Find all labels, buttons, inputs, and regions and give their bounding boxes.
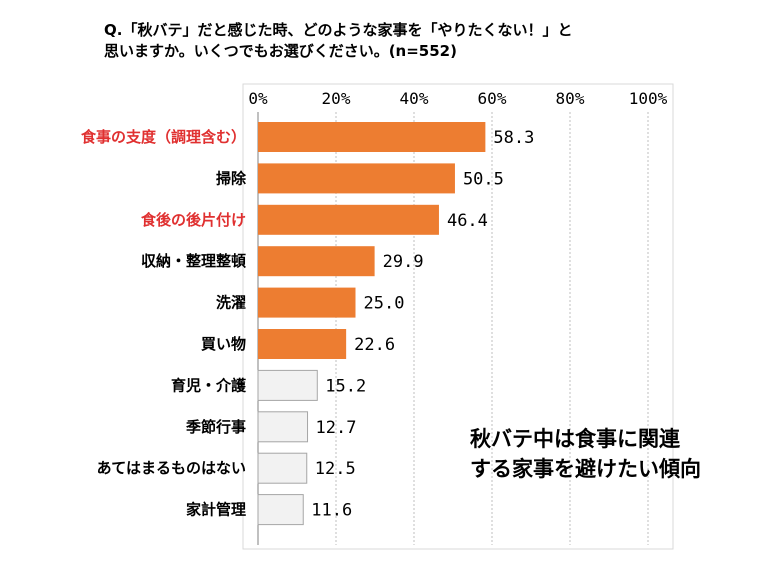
chart-frame xyxy=(242,83,674,550)
category-label: 食事の支度（調理含む） xyxy=(81,128,246,146)
bar xyxy=(257,452,308,484)
bar xyxy=(258,163,455,194)
bar xyxy=(257,369,318,401)
value-label: 15.2 xyxy=(325,376,366,396)
bar xyxy=(258,122,486,152)
value-label: 50.5 xyxy=(463,169,504,189)
category-label: 洗濯 xyxy=(216,294,246,312)
value-label: 46.4 xyxy=(447,211,488,231)
bar xyxy=(258,204,439,235)
value-label: 12.7 xyxy=(316,418,357,438)
value-label: 25.0 xyxy=(364,294,405,314)
bar xyxy=(257,411,309,443)
category-label: 食後の後片付け xyxy=(141,211,246,229)
bar xyxy=(257,494,304,526)
value-label: 12.5 xyxy=(315,459,356,479)
bar xyxy=(258,329,347,359)
value-label: 22.6 xyxy=(354,335,395,355)
x-tick-label: 0% xyxy=(248,89,268,108)
category-label: 買い物 xyxy=(201,335,246,353)
bar xyxy=(258,287,356,318)
category-label: 家計管理 xyxy=(186,501,246,519)
value-label: 29.9 xyxy=(383,252,424,272)
value-label: 58.3 xyxy=(493,128,534,148)
question-text: Q.「秋バテ」だと感じた時、どのような家事を「やりたくない！」と 思いますか。い… xyxy=(104,21,573,60)
x-tick-label: 100% xyxy=(629,89,668,108)
category-label: あてはまるものはない xyxy=(97,459,246,477)
category-label: 収納・整理整頓 xyxy=(141,252,246,270)
x-tick-label: 20% xyxy=(322,89,351,108)
annotation-text: 秋バテ中は食事に関連 する家事を避けたい傾向 xyxy=(470,427,701,481)
category-label: 季節行事 xyxy=(186,418,246,436)
category-label: 育児・介護 xyxy=(171,376,247,394)
bar xyxy=(258,246,375,277)
value-label: 11.6 xyxy=(311,501,352,521)
x-tick-label: 60% xyxy=(478,89,507,108)
x-tick-label: 40% xyxy=(400,89,429,108)
x-tick-label: 80% xyxy=(556,89,585,108)
category-label: 掃除 xyxy=(216,169,247,187)
